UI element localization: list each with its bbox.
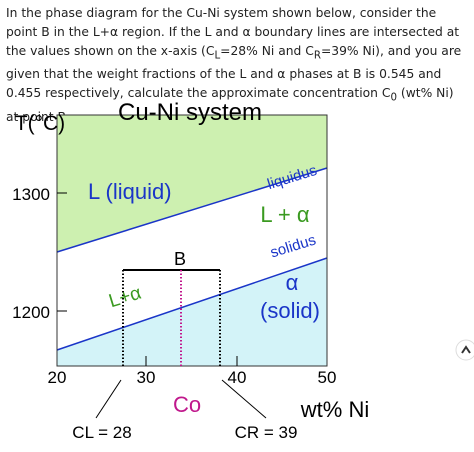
subscript: 0 bbox=[390, 91, 397, 104]
tick-label: 40 bbox=[228, 368, 247, 387]
cr-label: CR = 39 bbox=[235, 423, 298, 442]
question-text: =39% Ni), and you are given that the wei… bbox=[6, 44, 462, 101]
solidus-line bbox=[56, 257, 328, 351]
region-label: L + α bbox=[260, 202, 309, 227]
tick-label: 1300 bbox=[12, 185, 50, 204]
axis-label: wt% Ni bbox=[300, 397, 369, 422]
region-label: L+α bbox=[106, 283, 143, 313]
axis-label: T(°C) bbox=[15, 112, 65, 135]
subscript: R bbox=[313, 49, 321, 62]
cl-label: CL = 28 bbox=[72, 423, 131, 442]
c0-label: Co bbox=[173, 392, 201, 417]
liquidus-line bbox=[56, 167, 328, 253]
question-text: (wt% Ni) at point B. bbox=[6, 86, 454, 124]
chevron-icon bbox=[461, 345, 471, 354]
line-label: solidus bbox=[268, 232, 318, 262]
question-text: =28% Ni and C bbox=[220, 44, 314, 58]
title: Cu-Ni system bbox=[118, 99, 262, 126]
arrow bbox=[221, 379, 267, 419]
point-label: B bbox=[174, 249, 186, 269]
solid-region bbox=[57, 258, 327, 366]
plot-frame bbox=[56, 114, 328, 367]
region-label: L (liquid) bbox=[88, 179, 172, 204]
tick-label: 30 bbox=[137, 368, 156, 387]
subscript: L bbox=[214, 49, 221, 62]
tick-label: 20 bbox=[48, 368, 67, 387]
region-label: α bbox=[286, 270, 299, 295]
question: In the phase diagram for the Cu-Ni syste… bbox=[6, 4, 468, 127]
question-text: In the phase diagram for the Cu-Ni syste… bbox=[6, 6, 460, 58]
region-label: (solid) bbox=[260, 298, 320, 323]
liquid-region bbox=[57, 115, 327, 252]
arrow bbox=[95, 379, 122, 419]
tick-label: 1200 bbox=[12, 303, 50, 322]
tick-label: 50 bbox=[318, 368, 337, 387]
